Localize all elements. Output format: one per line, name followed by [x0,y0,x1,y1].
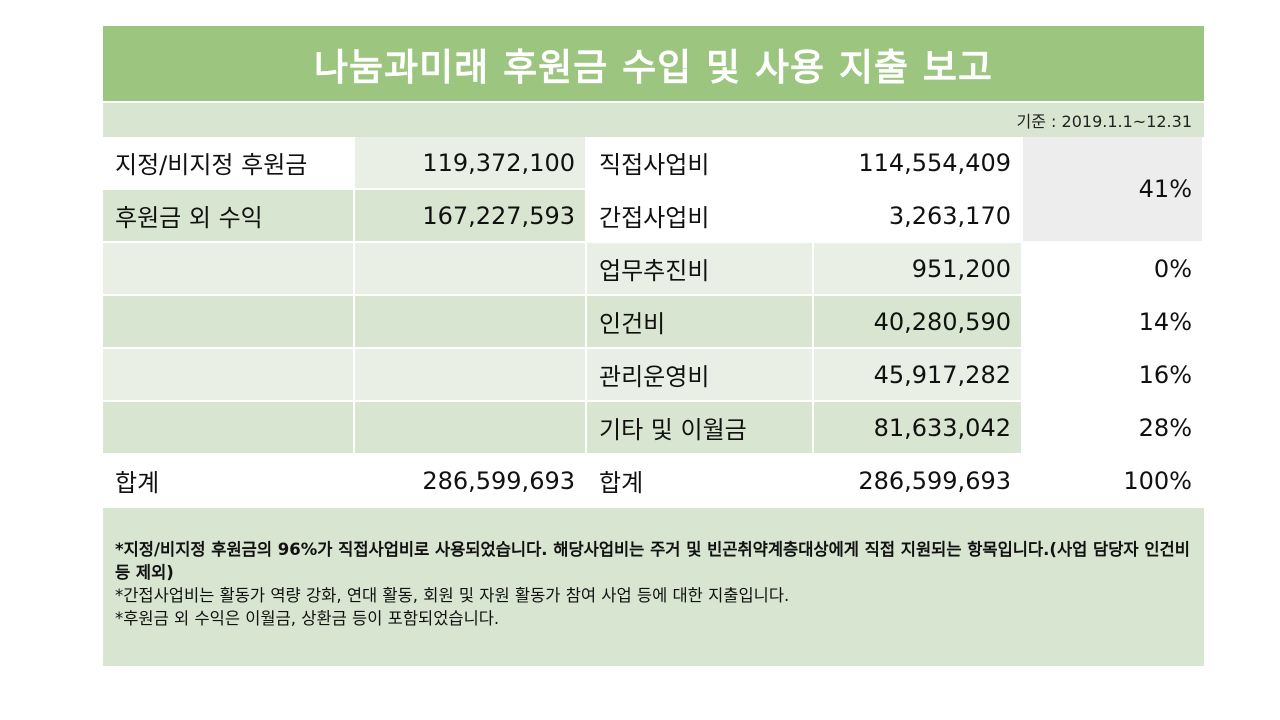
percent-6: 28% [1023,402,1204,455]
income-amount-5 [355,349,587,402]
total-expense-amount: 286,599,693 [814,455,1023,508]
note-other-income: *후원금 외 수익은 이월금, 상환금 등이 포함되었습니다. [115,609,500,628]
percent-3: 0% [1023,243,1204,296]
expense-label-6: 기타 및 이월금 [587,402,814,455]
percent-4: 14% [1023,296,1204,349]
report-table: 지정/비지정 후원금 119,372,100 직접사업비 114,554,409… [103,137,1204,508]
total-percent: 100% [1023,455,1204,508]
income-amount-2: 167,227,593 [355,190,587,243]
income-amount-1: 119,372,100 [355,137,587,190]
expense-label-4: 인건비 [587,296,814,349]
report-title: 나눔과미래 후원금 수입 및 사용 지출 보고 [103,26,1204,101]
expense-label-5: 관리운영비 [587,349,814,402]
income-label-4 [103,296,355,349]
expense-amount-6: 81,633,042 [814,402,1023,455]
income-label-5 [103,349,355,402]
expense-label-2: 간접사업비 [587,190,814,243]
report-frame: 나눔과미래 후원금 수입 및 사용 지출 보고 기준 : 2019.1.1~12… [103,26,1204,666]
note-indirect-expense: *간접사업비는 활동가 역량 강화, 연대 활동, 회원 및 자원 활동가 참여… [115,586,790,605]
income-label-1: 지정/비지정 후원금 [103,137,355,190]
income-label-2: 후원금 외 수익 [103,190,355,243]
expense-label-3: 업무추진비 [587,243,814,296]
expense-amount-2: 3,263,170 [814,190,1023,243]
total-expense-label: 합계 [587,455,814,508]
expense-label-1: 직접사업비 [587,137,814,190]
income-label-6 [103,402,355,455]
note-direct-expense: *지정/비지정 후원금의 96%가 직접사업비로 사용되었습니다. 해당사업비는… [115,540,1190,582]
income-amount-6 [355,402,587,455]
expense-amount-5: 45,917,282 [814,349,1023,402]
expense-amount-1: 114,554,409 [814,137,1023,190]
income-label-3 [103,243,355,296]
percent-5: 16% [1023,349,1204,402]
income-amount-4 [355,296,587,349]
expense-amount-4: 40,280,590 [814,296,1023,349]
notes-box: *지정/비지정 후원금의 96%가 직접사업비로 사용되었습니다. 해당사업비는… [103,508,1204,666]
income-amount-3 [355,243,587,296]
basis-date: 기준 : 2019.1.1~12.31 [103,101,1204,137]
total-income-amount: 286,599,693 [355,455,587,508]
percent-merged: 41% [1023,137,1204,243]
expense-amount-3: 951,200 [814,243,1023,296]
total-income-label: 합계 [103,455,355,508]
